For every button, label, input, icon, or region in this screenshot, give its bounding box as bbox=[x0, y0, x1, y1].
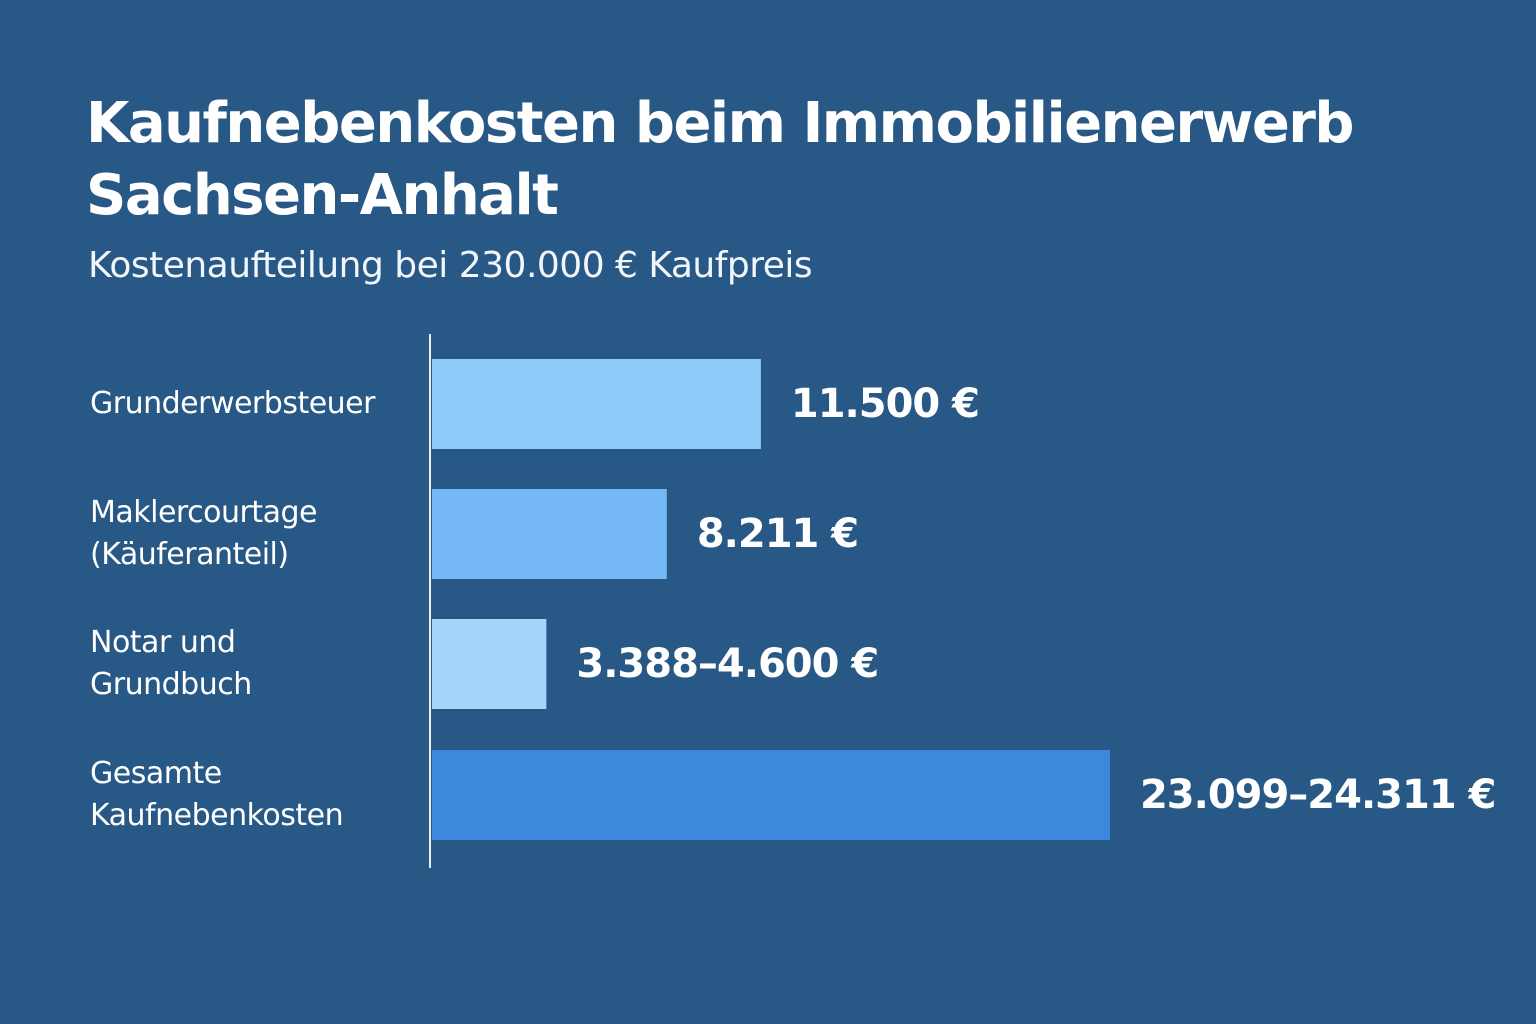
value-label-2: 8.211 € bbox=[697, 511, 858, 557]
bar-1 bbox=[432, 359, 761, 449]
category-label-2: Maklercourtage (Käuferanteil) bbox=[90, 495, 317, 572]
category-label-1: Grunderwerbsteuer bbox=[90, 386, 376, 421]
value-label-3: 3.388–4.600 € bbox=[576, 641, 878, 687]
value-label-4: 23.099–24.311 € bbox=[1140, 772, 1495, 818]
chart-title: Kaufnebenkosten beim Immobilienerwerb Sa… bbox=[86, 91, 1355, 228]
value-label-1: 11.500 € bbox=[791, 381, 979, 427]
bar-2 bbox=[432, 489, 667, 579]
category-label-3: Notar und Grundbuch bbox=[90, 625, 252, 702]
chart-subtitle: Kostenaufteilung bei 230.000 € Kaufpreis bbox=[88, 245, 813, 286]
bar-4 bbox=[432, 750, 1110, 840]
category-label-4: Gesamte Kaufnebenkosten bbox=[90, 756, 343, 833]
bar-3 bbox=[432, 619, 547, 709]
